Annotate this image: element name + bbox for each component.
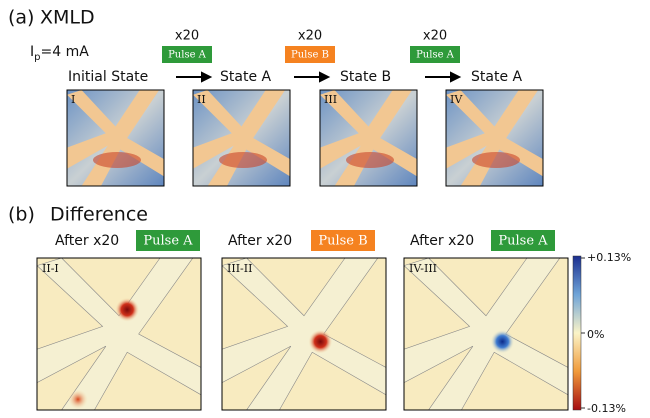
colorbar-label: -0.13% bbox=[587, 402, 626, 415]
map-caption: After x20 bbox=[228, 233, 292, 249]
difference-map: IV-III bbox=[404, 258, 568, 410]
map-caption: After x20 bbox=[55, 233, 119, 249]
state-label: State B bbox=[340, 69, 391, 85]
pulse-label: Pulse A bbox=[498, 234, 548, 249]
pulse-label: Pulse A bbox=[416, 50, 455, 61]
pulse-label: Pulse A bbox=[143, 234, 193, 249]
pulse-label: Pulse A bbox=[168, 50, 207, 61]
map-label: II-I bbox=[42, 262, 59, 275]
colorbar bbox=[573, 256, 581, 410]
current-value: =4 mA bbox=[41, 44, 90, 60]
panel-label: (b) bbox=[8, 204, 35, 226]
panel-title: XMLD bbox=[40, 7, 95, 29]
map-label: IV-III bbox=[409, 262, 437, 275]
image-label: III bbox=[324, 93, 337, 106]
blob bbox=[115, 298, 139, 322]
colorbar-ticks bbox=[581, 258, 585, 408]
blob bbox=[68, 389, 88, 409]
step-count: x20 bbox=[423, 29, 447, 44]
step-count: x20 bbox=[298, 29, 322, 44]
pulse-label: Pulse B bbox=[291, 50, 329, 61]
panel-title: Difference bbox=[50, 204, 148, 226]
state-label: State A bbox=[220, 69, 272, 85]
blob bbox=[308, 330, 332, 354]
xmld-image: I bbox=[67, 90, 164, 186]
difference-map: III-II bbox=[222, 258, 386, 410]
domain bbox=[346, 152, 394, 168]
blob bbox=[490, 330, 514, 354]
pulse-label: Pulse B bbox=[318, 234, 367, 249]
xmld-image: II bbox=[193, 90, 290, 186]
image-label: I bbox=[71, 93, 75, 106]
step-count: x20 bbox=[175, 29, 199, 44]
image-label: II bbox=[197, 93, 206, 106]
xmld-image: IV bbox=[446, 90, 543, 186]
difference-map: II-I bbox=[37, 258, 201, 410]
image-label: IV bbox=[450, 93, 463, 106]
map-caption: After x20 bbox=[410, 233, 474, 249]
current-label: Ip=4 mA bbox=[30, 44, 89, 63]
map-label: III-II bbox=[227, 262, 252, 275]
colorbar-label: 0% bbox=[587, 328, 604, 341]
figure: (a) XMLD Ip=4 mA Initial State State A S… bbox=[0, 0, 650, 418]
xmld-image: III bbox=[320, 90, 417, 186]
domain bbox=[472, 152, 520, 168]
arrows bbox=[176, 73, 459, 81]
domain bbox=[93, 152, 141, 168]
colorbar-label: +0.13% bbox=[587, 251, 631, 264]
domain bbox=[219, 152, 267, 168]
panel-label: (a) bbox=[8, 7, 34, 29]
state-label: State A bbox=[471, 69, 523, 85]
state-label: Initial State bbox=[68, 69, 148, 85]
